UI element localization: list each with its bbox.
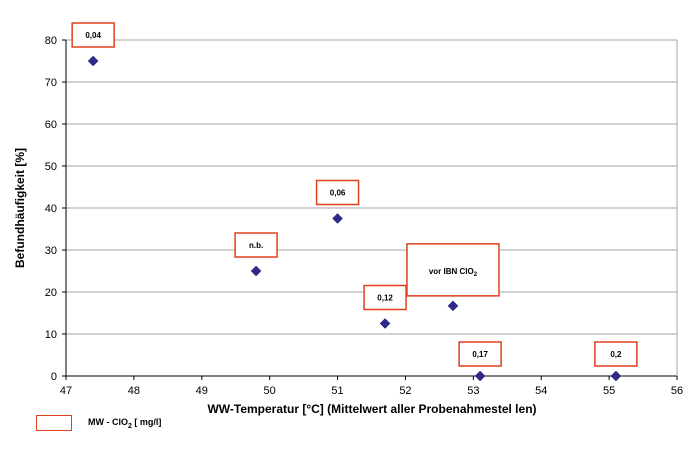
data-label-box <box>315 179 360 206</box>
data-label-box <box>594 341 638 367</box>
data-label-box <box>458 341 502 367</box>
data-point <box>332 213 343 224</box>
y-tick-label: 60 <box>45 119 57 131</box>
y-tick-label: 80 <box>45 35 57 47</box>
data-label: vor IBN ClO2 <box>429 267 478 278</box>
data-point <box>379 318 391 329</box>
data-point <box>474 370 486 382</box>
gridlines <box>66 39 677 335</box>
y-tick-label: 70 <box>45 77 57 89</box>
data-label: 0,12 <box>377 294 393 303</box>
data-label-box <box>71 22 115 48</box>
data-label-box <box>363 284 407 311</box>
x-tick-labels: 47 48 49 50 51 52 53 54 55 56 <box>60 385 683 397</box>
y-tick-label: 20 <box>45 287 57 299</box>
y-tick-label: 10 <box>45 329 57 341</box>
data-label-box <box>234 232 278 258</box>
data-label: 0,04 <box>85 31 101 40</box>
y-tick-label: 40 <box>45 203 57 215</box>
data-label: 0,17 <box>472 350 488 359</box>
legend-label: MW - ClO2 [ mg/l] <box>88 416 162 430</box>
x-tick-label: 52 <box>399 385 411 397</box>
legend-swatch <box>36 415 72 431</box>
x-tick-label: 47 <box>60 385 72 397</box>
data-points <box>87 55 622 382</box>
x-tick-label: 54 <box>535 385 547 397</box>
data-point <box>610 370 622 382</box>
y-tick-label: 0 <box>51 371 57 383</box>
x-tick-label: 48 <box>128 385 140 397</box>
data-label: n.b. <box>249 241 263 250</box>
data-point <box>250 265 262 277</box>
x-axis-label: WW-Temperatur [°C] (Mittelwert aller Pro… <box>207 402 536 416</box>
data-label: 0,2 <box>610 350 622 359</box>
x-tick-label: 56 <box>671 385 683 397</box>
x-tick-label: 55 <box>603 385 615 397</box>
data-labels: 0,04 n.b. 0,06 0,12 vor IBN ClO2 0,17 0,2 <box>71 22 638 367</box>
x-tick-label: 49 <box>196 385 208 397</box>
data-label-box <box>406 243 500 297</box>
y-tick-label: 50 <box>45 161 57 173</box>
y-tick-labels: 0 10 20 30 40 50 60 70 80 <box>45 35 57 383</box>
data-point <box>87 55 99 67</box>
data-label: 0,06 <box>330 189 346 198</box>
legend: MW - ClO2 [ mg/l] <box>36 412 161 434</box>
x-tick-label: 50 <box>264 385 276 397</box>
y-axis-label: Befundhäufigkeit [%] <box>13 148 27 268</box>
x-tick-label: 51 <box>331 385 343 397</box>
data-point <box>447 300 459 312</box>
axes <box>62 39 678 380</box>
y-tick-label: 30 <box>45 245 57 257</box>
x-tick-label: 53 <box>467 385 479 397</box>
